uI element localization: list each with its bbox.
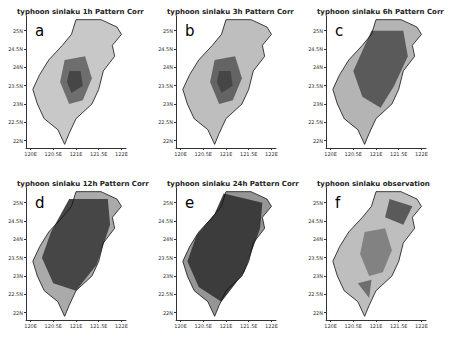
svg-text:122E: 122E [115,151,128,157]
svg-text:22.5N: 22.5N [158,291,173,297]
svg-text:22N: 22N [313,310,323,316]
svg-text:typhoon sinlaku 1h Pattern Cor: typhoon sinlaku 1h Pattern Corr [17,8,144,16]
svg-text:25N: 25N [163,200,173,206]
svg-text:24N: 24N [163,236,173,242]
svg-text:120.5E: 120.5E [45,323,62,329]
svg-text:c: c [335,22,343,40]
svg-text:24N: 24N [13,236,23,242]
svg-text:120.5E: 120.5E [345,151,362,157]
svg-text:23N: 23N [163,101,173,107]
svg-text:122E: 122E [415,151,428,157]
svg-text:24.5N: 24.5N [8,46,23,52]
svg-text:120E: 120E [174,323,187,329]
svg-text:120E: 120E [324,151,337,157]
svg-text:121E: 121E [220,323,233,329]
svg-text:24N: 24N [313,64,323,70]
svg-text:22N: 22N [13,138,23,144]
svg-text:22.5N: 22.5N [8,119,23,125]
svg-text:typhoon sinlaku 3h Pattern Cor: typhoon sinlaku 3h Pattern Corr [167,8,294,16]
svg-text:121.5E: 121.5E [390,151,407,157]
svg-text:22.5N: 22.5N [308,119,323,125]
svg-text:typhoon sinlaku 24h Pattern Co: typhoon sinlaku 24h Pattern Corr [167,180,299,188]
svg-text:121E: 121E [370,323,383,329]
svg-text:23N: 23N [313,273,323,279]
svg-text:24N: 24N [163,64,173,70]
svg-text:b: b [185,22,195,40]
svg-text:24.5N: 24.5N [158,218,173,224]
svg-text:120.5E: 120.5E [195,323,212,329]
svg-text:24.5N: 24.5N [308,46,323,52]
svg-text:typhoon sinlaku observation: typhoon sinlaku observation [317,180,430,188]
svg-text:121.5E: 121.5E [240,151,257,157]
svg-text:25N: 25N [163,28,173,34]
svg-text:23.5N: 23.5N [8,83,23,89]
svg-text:typhoon sinlaku 12h Pattern Co: typhoon sinlaku 12h Pattern Corr [17,180,149,188]
svg-text:22.5N: 22.5N [158,119,173,125]
svg-text:120E: 120E [324,323,337,329]
svg-text:120.5E: 120.5E [195,151,212,157]
svg-text:122E: 122E [115,323,128,329]
svg-text:23.5N: 23.5N [158,255,173,261]
svg-text:23N: 23N [13,101,23,107]
svg-text:23.5N: 23.5N [308,83,323,89]
svg-text:120E: 120E [24,323,37,329]
svg-text:23N: 23N [313,101,323,107]
svg-text:120.5E: 120.5E [345,323,362,329]
svg-text:23N: 23N [13,273,23,279]
svg-text:e: e [185,194,194,212]
svg-text:22N: 22N [163,310,173,316]
svg-text:25N: 25N [13,28,23,34]
svg-text:23N: 23N [163,273,173,279]
svg-text:121.5E: 121.5E [90,323,107,329]
svg-text:121E: 121E [70,151,83,157]
svg-text:d: d [35,194,45,212]
svg-text:22N: 22N [13,310,23,316]
svg-text:121.5E: 121.5E [390,323,407,329]
svg-text:25N: 25N [313,28,323,34]
svg-text:24N: 24N [313,236,323,242]
svg-text:24.5N: 24.5N [158,46,173,52]
svg-text:22.5N: 22.5N [308,291,323,297]
svg-text:25N: 25N [13,200,23,206]
svg-text:23.5N: 23.5N [8,255,23,261]
svg-text:121.5E: 121.5E [240,323,257,329]
svg-text:121E: 121E [220,151,233,157]
svg-text:24N: 24N [13,64,23,70]
svg-text:23.5N: 23.5N [158,83,173,89]
svg-text:22N: 22N [313,138,323,144]
svg-text:22N: 22N [163,138,173,144]
svg-text:23.5N: 23.5N [308,255,323,261]
svg-text:122E: 122E [265,151,278,157]
svg-text:24.5N: 24.5N [308,218,323,224]
svg-text:120E: 120E [24,151,37,157]
svg-text:22.5N: 22.5N [8,291,23,297]
svg-text:121E: 121E [70,323,83,329]
svg-text:122E: 122E [415,323,428,329]
svg-text:25N: 25N [313,200,323,206]
svg-text:120E: 120E [174,151,187,157]
svg-text:120.5E: 120.5E [45,151,62,157]
svg-text:121.5E: 121.5E [90,151,107,157]
svg-text:f: f [335,194,341,212]
svg-text:121E: 121E [370,151,383,157]
svg-text:typhoon sinlaku 6h Pattern Cor: typhoon sinlaku 6h Pattern Corr [317,8,444,16]
svg-text:a: a [35,22,44,40]
svg-text:24.5N: 24.5N [8,218,23,224]
svg-text:122E: 122E [265,323,278,329]
